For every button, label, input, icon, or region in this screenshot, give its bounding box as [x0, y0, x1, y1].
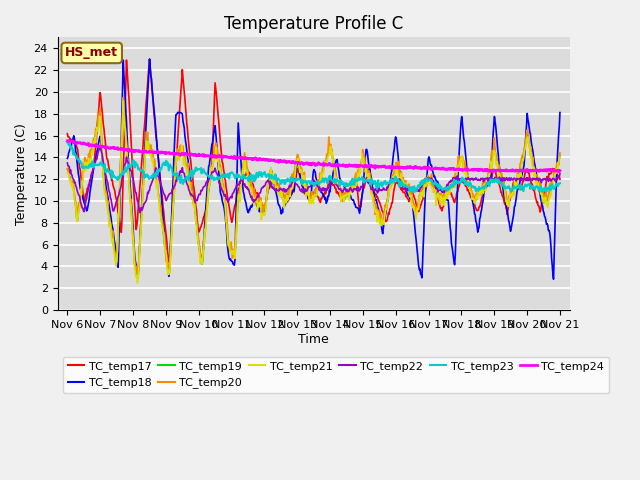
- X-axis label: Time: Time: [298, 333, 329, 346]
- Y-axis label: Temperature (C): Temperature (C): [15, 123, 28, 225]
- Legend: TC_temp17, TC_temp18, TC_temp19, TC_temp20, TC_temp21, TC_temp22, TC_temp23, TC_: TC_temp17, TC_temp18, TC_temp19, TC_temp…: [63, 357, 609, 393]
- Title: Temperature Profile C: Temperature Profile C: [224, 15, 403, 33]
- Text: HS_met: HS_met: [65, 47, 118, 60]
